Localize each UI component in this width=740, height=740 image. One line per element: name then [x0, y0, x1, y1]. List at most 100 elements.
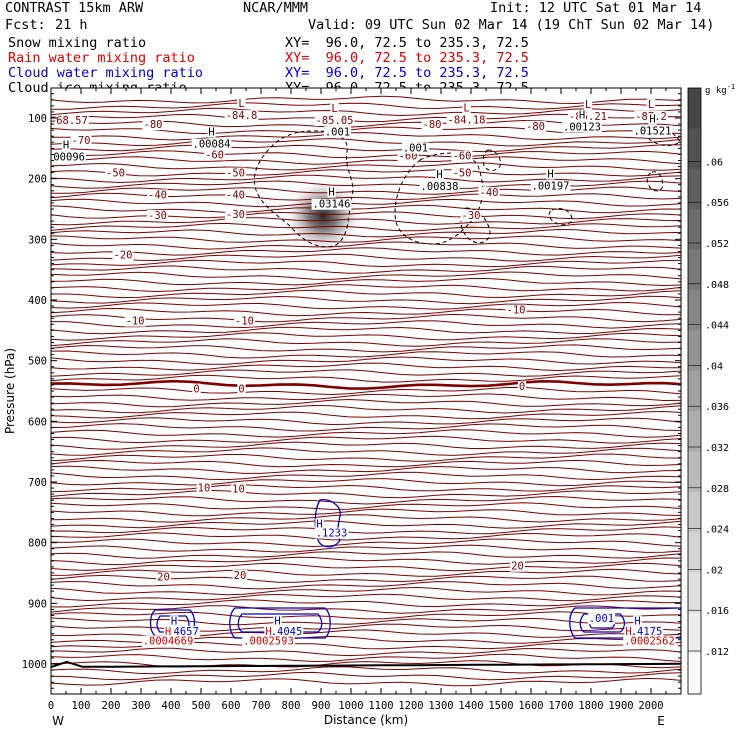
low-marker: L [331, 103, 337, 115]
isotherm [51, 374, 681, 383]
high-marker: H [649, 113, 655, 125]
snow-high-value: .01521 [634, 125, 672, 137]
x-tick-label: 1100 [368, 700, 393, 712]
x-tick-label: 100 [72, 700, 91, 712]
cloud-ice-contour [482, 149, 501, 171]
cloud-ice-contour [548, 207, 573, 226]
isotherm [51, 617, 681, 626]
isotherm-label: 0 [238, 384, 244, 396]
isotherm [51, 186, 681, 195]
label-mask [311, 198, 352, 210]
label-mask [314, 527, 349, 539]
isotherm [51, 478, 681, 487]
isotherm [51, 338, 681, 347]
isotherm [51, 410, 681, 420]
label-mask [435, 169, 444, 181]
isotherm-label: 20 [234, 570, 247, 582]
isotherm [51, 259, 681, 268]
isotherm-label: -30 [226, 209, 245, 221]
cloud-water-label: H [316, 519, 322, 531]
isotherm [51, 204, 681, 214]
cloud-ice-contour [254, 130, 354, 248]
x-tick-label: 900 [312, 700, 331, 712]
isotherm [51, 538, 681, 548]
rain-water-label: .0004669 [143, 636, 194, 648]
label-mask [234, 315, 255, 327]
label-mask [421, 119, 443, 131]
isotherm [51, 156, 681, 165]
isotherm-label: -30 [148, 210, 167, 222]
x-tick-label: 200 [102, 700, 121, 712]
isotherm [51, 532, 681, 541]
label-mask [446, 114, 487, 126]
isotherm [51, 138, 681, 147]
isotherm [51, 278, 681, 287]
label-mask [633, 615, 642, 627]
label-mask [225, 208, 246, 220]
label-mask [583, 98, 593, 110]
label-mask [225, 189, 246, 201]
label-mask [327, 186, 336, 198]
label-mask [207, 126, 216, 138]
label-mask [204, 149, 225, 161]
isotherm [51, 169, 681, 177]
isotherm [51, 677, 681, 687]
x-tick-label: 1800 [578, 700, 603, 712]
cloud-ice-contour [394, 152, 483, 245]
terrain-surface-line [51, 660, 681, 668]
isotherm [51, 350, 681, 359]
isotherm [51, 386, 681, 396]
x-tick-label: 1500 [488, 700, 513, 712]
x-tick-label: 2000 [638, 700, 663, 712]
x-tick-label: 1200 [398, 700, 423, 712]
y-axis-label: Pressure (hPa) [3, 348, 17, 434]
isotherm [51, 593, 681, 602]
cloud-water-label: .1233 [316, 528, 348, 540]
colorbar-swatch [688, 168, 701, 210]
colorbar-tick-label: .024 [705, 525, 729, 536]
field-snow-xy: XY= 96.0, 72.5 to 235.3, 72.5 [285, 35, 529, 51]
cloud-water-label: .4045 [271, 626, 303, 638]
rain-water-label: H [165, 626, 171, 638]
label-mask [397, 150, 419, 162]
isotherm [51, 235, 681, 243]
isotherm [51, 107, 681, 117]
isotherm-label: 68.57 [56, 115, 88, 127]
isotherm-label: 20 [511, 561, 524, 573]
label-mask [510, 560, 525, 572]
label-mask [525, 120, 546, 132]
isotherm [51, 398, 681, 408]
y-tick-label: 800 [28, 538, 47, 550]
isotherm [51, 217, 681, 226]
isotherm-label: -40 [480, 187, 499, 199]
isotherm [51, 671, 681, 681]
isotherm-label: -50 [226, 168, 245, 180]
rain-water-label: H [625, 626, 631, 638]
field-cloudwater-name: Cloud water mixing ratio [8, 65, 204, 81]
colorbar-tick-label: .036 [705, 402, 729, 413]
snow-shading-minor [444, 210, 496, 246]
high-marker: H [328, 187, 334, 199]
isotherm [51, 174, 681, 184]
colorbar-tick-label: .028 [705, 484, 729, 495]
label-mask [451, 167, 473, 179]
isotherm [51, 241, 681, 250]
isotherm [51, 356, 681, 365]
isotherm [51, 623, 681, 632]
valid-time: Valid: 09 UTC Sun 02 Mar 14 (19 ChT Sun … [308, 17, 715, 33]
field-snow-name: Snow mixing ratio [8, 35, 147, 51]
isotherm [51, 568, 681, 577]
colorbar-swatch [688, 411, 701, 453]
label-mask [273, 615, 282, 627]
label-mask [314, 115, 355, 126]
label-mask [192, 383, 201, 395]
label-mask [55, 114, 89, 126]
cloud-ice-contour [646, 171, 663, 192]
label-mask [191, 138, 232, 150]
isotherm [51, 132, 681, 141]
isotherm [51, 447, 681, 456]
isotherm [51, 580, 681, 590]
snow-high-value: .00197 [532, 181, 570, 193]
label-mask [70, 134, 92, 146]
colorbar-swatch [688, 290, 701, 331]
